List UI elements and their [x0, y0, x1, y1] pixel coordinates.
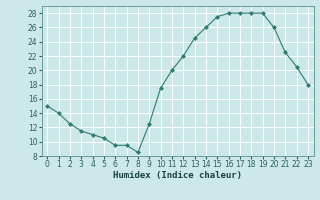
X-axis label: Humidex (Indice chaleur): Humidex (Indice chaleur) [113, 171, 242, 180]
